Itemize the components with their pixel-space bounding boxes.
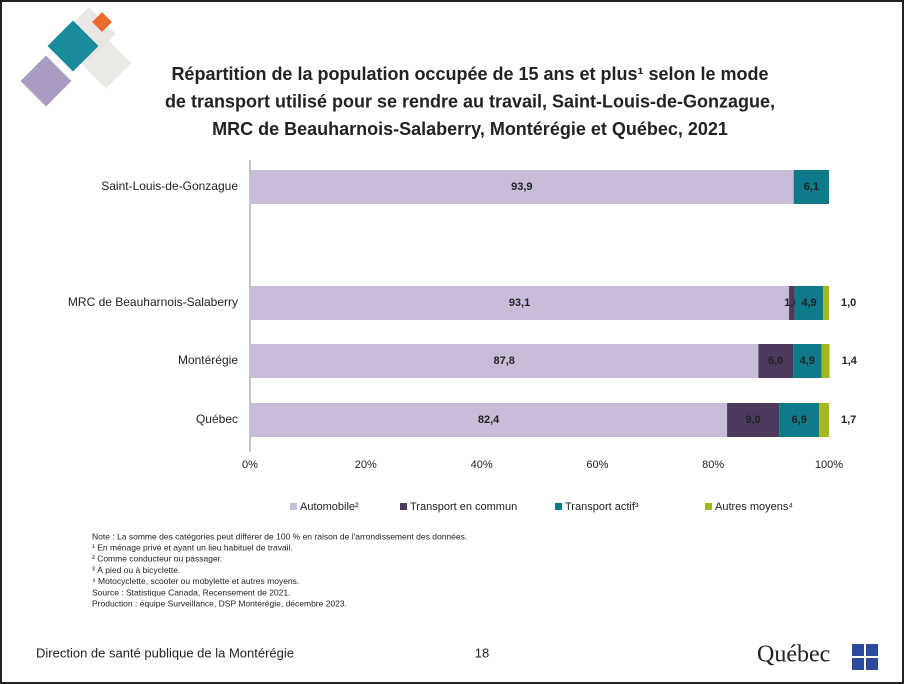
bar-segment	[821, 344, 829, 378]
logo-text: Québec	[757, 642, 830, 668]
data-label: 9,0	[746, 414, 761, 426]
x-tick-label: 60%	[586, 459, 608, 471]
x-tick-label: 40%	[471, 459, 493, 471]
x-tick-label: 20%	[355, 459, 377, 471]
category-label: Québec	[196, 412, 238, 426]
category-label: MRC de Beauharnois-Salaberry	[68, 295, 238, 309]
note: ³ À pied ou à bicyclette.	[92, 565, 180, 575]
legend-label: Transport actif³	[565, 501, 639, 513]
legend-label: Automobile²	[300, 501, 359, 513]
x-tick-label: 0%	[242, 459, 258, 471]
chart-title: de transport utilisé pour se rendre au t…	[165, 91, 775, 111]
bar-segment	[819, 403, 829, 437]
data-label: 6,0	[768, 355, 783, 367]
note: ² Comme conducteur ou passager.	[92, 554, 222, 564]
page-number: 18	[475, 645, 489, 660]
data-label: 93,9	[511, 181, 532, 193]
logo-flag	[852, 644, 864, 656]
legend-swatch	[290, 503, 297, 510]
legend-label: Autres moyens⁴	[715, 501, 793, 513]
data-label: 93,1	[509, 297, 530, 309]
note: Source : Statistique Canada, Recensement…	[92, 587, 290, 597]
x-tick-label: 80%	[702, 459, 724, 471]
x-tick-label: 100%	[815, 459, 843, 471]
data-label: 6,9	[792, 414, 807, 426]
note: ⁴ Motocyclette, scooter ou mobylette et …	[92, 576, 299, 586]
category-label: Saint-Louis-de-Gonzague	[101, 179, 238, 193]
logo-flag	[866, 644, 878, 656]
data-label: 82,4	[478, 414, 500, 426]
bar-segment	[823, 286, 829, 320]
footer-organization: Direction de santé publique de la Montér…	[36, 645, 294, 660]
data-label: 4,9	[800, 355, 815, 367]
logo-flag	[866, 658, 878, 670]
data-label: 1,0	[841, 297, 856, 309]
data-label: 1,4	[842, 355, 858, 367]
legend-swatch	[400, 503, 407, 510]
note: Note : La somme des catégories peut diff…	[92, 531, 467, 541]
data-label: 1,7	[841, 414, 856, 426]
legend-label: Transport en commun	[410, 501, 517, 513]
data-label: 6,1	[804, 181, 819, 193]
legend-swatch	[705, 503, 712, 510]
chart-title: Répartition de la population occupée de …	[171, 64, 768, 84]
legend-swatch	[555, 503, 562, 510]
logo-flag	[852, 658, 864, 670]
slide: Répartition de la population occupée de …	[0, 0, 904, 684]
data-label: 87,8	[493, 355, 514, 367]
data-label: 4,9	[801, 297, 816, 309]
note: Production : équipe Surveillance, DSP Mo…	[92, 598, 347, 608]
chart-title: MRC de Beauharnois-Salaberry, Montérégie…	[212, 119, 728, 139]
note: ¹ En ménage privé et ayant un lieu habit…	[92, 542, 293, 552]
category-label: Montérégie	[178, 353, 238, 367]
